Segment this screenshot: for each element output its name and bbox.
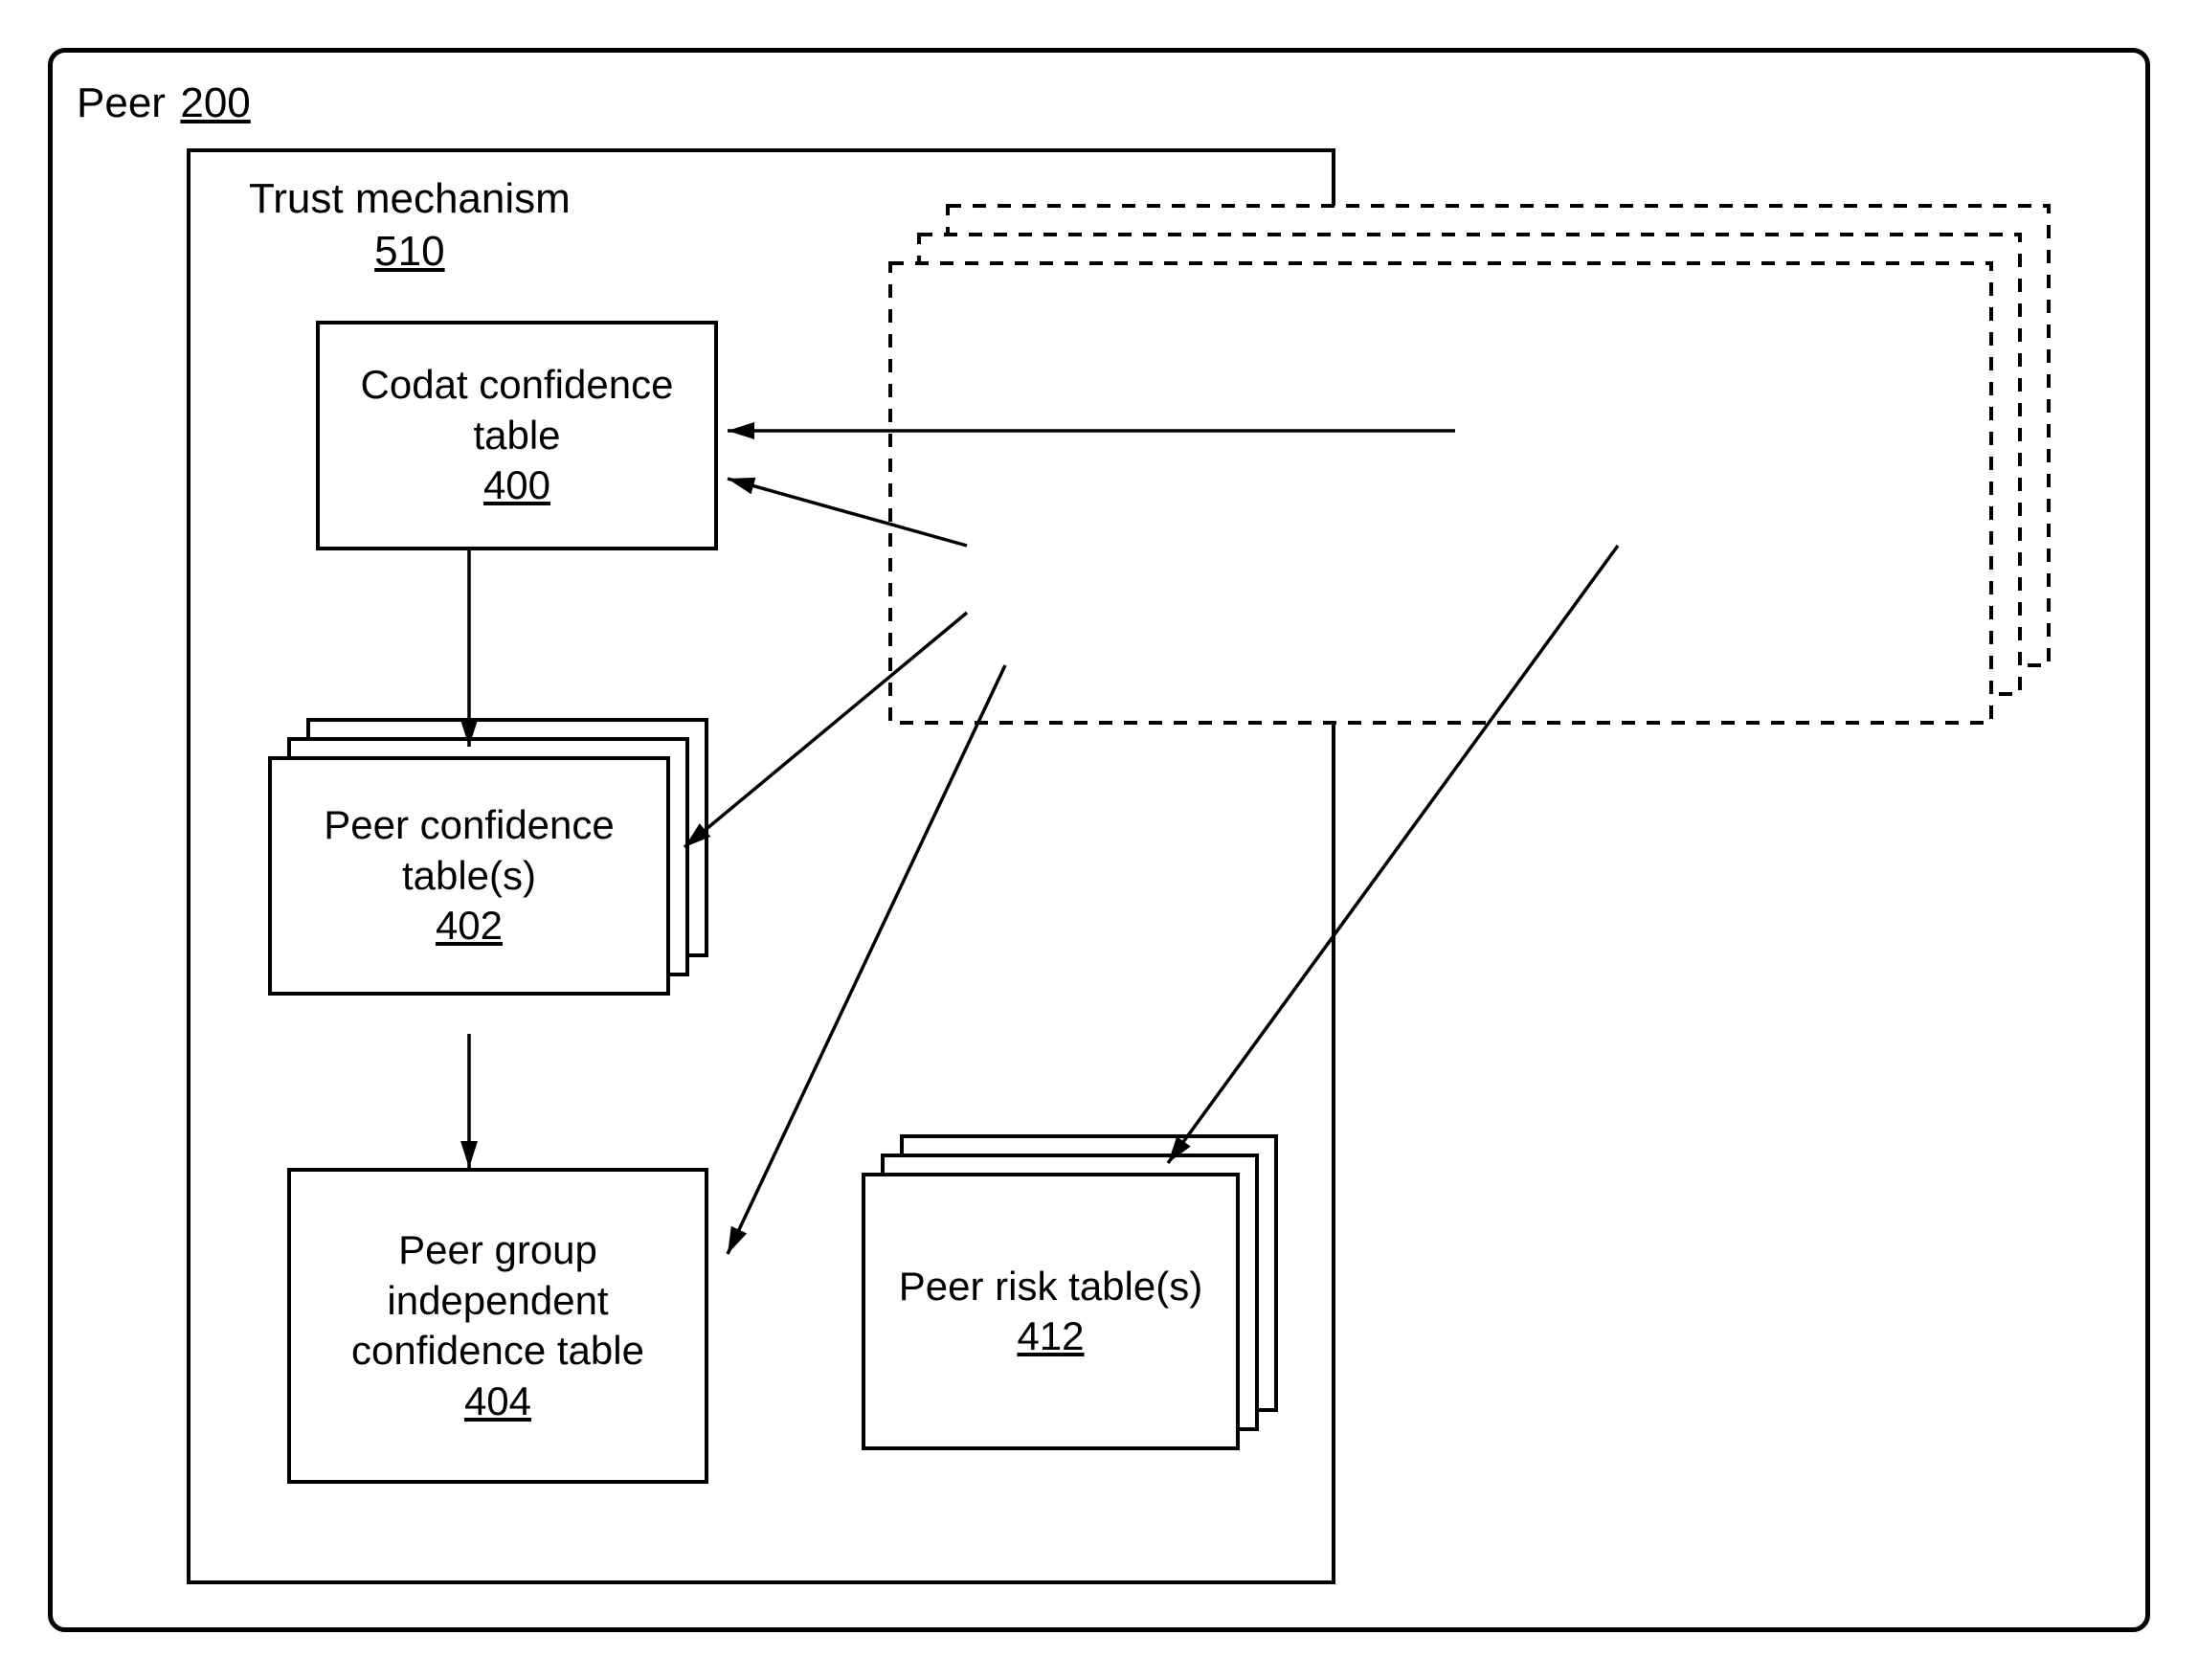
trust-mechanism-title: Trust mechanism 510 bbox=[249, 172, 571, 278]
codat-label: Codat500 bbox=[1455, 306, 1838, 522]
peer_group-title: Peer group independent confidence table bbox=[287, 1225, 708, 1377]
peer_risk-ref: 412 bbox=[1017, 1311, 1084, 1362]
peer_group-label: Peer group independent confidence table4… bbox=[287, 1168, 708, 1484]
peer_risk-title: Peer risk table(s) bbox=[886, 1262, 1216, 1312]
codat-title: Codat bbox=[1577, 362, 1716, 414]
areas-of-interest-ref: 506 bbox=[1085, 349, 1155, 402]
peer_group-ref: 404 bbox=[464, 1377, 531, 1427]
peer-label-ref: 200 bbox=[180, 77, 250, 129]
trust-mechanism-text: Trust mechanism bbox=[249, 172, 571, 225]
peer_conf-title: Peer confidence table(s) bbox=[268, 800, 670, 901]
keyword-title: Keyword bbox=[980, 549, 1163, 599]
areas-of-interest-title: Areas of interest 506 bbox=[967, 297, 1273, 402]
codat_conf-ref: 400 bbox=[483, 460, 550, 511]
peer_risk-label: Peer risk table(s)412 bbox=[862, 1173, 1240, 1450]
keyword-ref: 406 bbox=[1039, 598, 1106, 649]
peer_conf-label: Peer confidence table(s)402 bbox=[268, 756, 670, 996]
trust-mechanism-ref: 510 bbox=[374, 225, 444, 278]
keyword-label: Keyword406 bbox=[948, 531, 1197, 665]
diagram-canvas: Peer 200 Trust mechanism 510 Areas of in… bbox=[0, 0, 2198, 1680]
codat-ref: 500 bbox=[1611, 414, 1681, 467]
areas-of-interest-text: Areas of interest bbox=[967, 297, 1273, 349]
codat_conf-title: Codat confidence table bbox=[316, 360, 718, 460]
peer-label: Peer 200 bbox=[77, 77, 251, 129]
codat_conf-label: Codat confidence table400 bbox=[316, 321, 718, 550]
peer-label-text: Peer bbox=[77, 77, 166, 129]
peer_conf-ref: 402 bbox=[436, 901, 503, 952]
